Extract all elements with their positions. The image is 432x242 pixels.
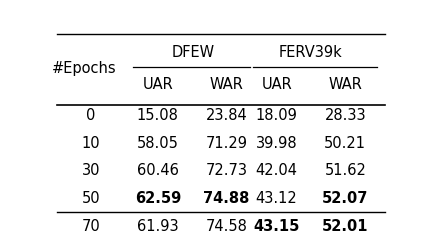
Text: FERV39k: FERV39k [278, 45, 342, 60]
Text: 50.21: 50.21 [324, 136, 366, 151]
Text: DFEW: DFEW [172, 45, 215, 60]
Text: 51.62: 51.62 [324, 163, 366, 178]
Text: 71.29: 71.29 [206, 136, 248, 151]
Text: 43.12: 43.12 [256, 191, 298, 206]
Text: 0: 0 [86, 108, 95, 123]
Text: 61.93: 61.93 [137, 219, 178, 234]
Text: 62.59: 62.59 [135, 191, 181, 206]
Text: 39.98: 39.98 [256, 136, 298, 151]
Text: 74.88: 74.88 [203, 191, 250, 206]
Text: 52.01: 52.01 [322, 219, 368, 234]
Text: 52.07: 52.07 [322, 191, 368, 206]
Text: 50: 50 [82, 191, 100, 206]
Text: 72.73: 72.73 [206, 163, 248, 178]
Text: 42.04: 42.04 [256, 163, 298, 178]
Text: 30: 30 [82, 163, 100, 178]
Text: 28.33: 28.33 [324, 108, 366, 123]
Text: UAR: UAR [261, 77, 292, 92]
Text: 15.08: 15.08 [137, 108, 179, 123]
Text: 10: 10 [82, 136, 100, 151]
Text: 74.58: 74.58 [206, 219, 248, 234]
Text: 70: 70 [82, 219, 100, 234]
Text: 60.46: 60.46 [137, 163, 179, 178]
Text: 43.15: 43.15 [254, 219, 300, 234]
Text: 23.84: 23.84 [206, 108, 247, 123]
Text: #Epochs: #Epochs [52, 61, 117, 76]
Text: 18.09: 18.09 [256, 108, 298, 123]
Text: UAR: UAR [143, 77, 173, 92]
Text: WAR: WAR [210, 77, 243, 92]
Text: WAR: WAR [328, 77, 362, 92]
Text: 58.05: 58.05 [137, 136, 179, 151]
